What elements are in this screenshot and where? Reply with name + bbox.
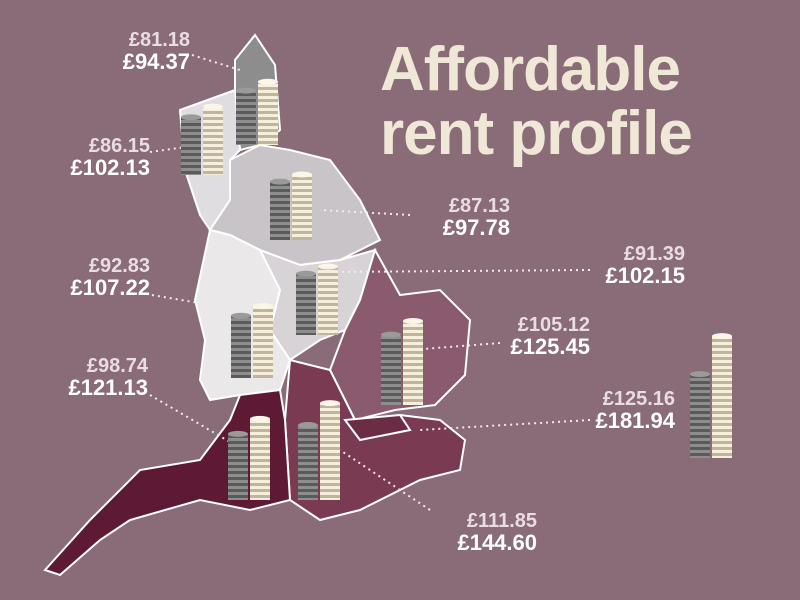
coin-top xyxy=(690,371,710,378)
leader-line xyxy=(329,269,591,273)
region-london xyxy=(343,413,412,442)
coin-top xyxy=(712,333,732,340)
coin-stack xyxy=(381,334,401,405)
coin-top xyxy=(236,87,256,94)
leader-line xyxy=(419,419,591,431)
value-label: £87.13 xyxy=(449,195,510,217)
coin-stack xyxy=(298,425,318,500)
value-label: £102.15 xyxy=(605,263,685,288)
coin-stack xyxy=(690,374,710,458)
value-label: £94.37 xyxy=(123,49,190,74)
value-label: £181.94 xyxy=(595,408,675,433)
coin-stack xyxy=(258,81,278,145)
value-label: £111.85 xyxy=(467,510,537,532)
leader-line xyxy=(149,394,236,446)
value-label: £105.12 xyxy=(518,314,590,336)
coin-top xyxy=(270,178,290,185)
value-label: £107.22 xyxy=(70,275,150,300)
coin-stack xyxy=(292,174,312,240)
coin-top xyxy=(403,317,423,324)
coin-stack xyxy=(296,273,316,335)
value-label: £125.16 xyxy=(603,388,675,410)
coin-top xyxy=(318,263,338,270)
value-label: £125.45 xyxy=(510,334,590,359)
coin-stack xyxy=(250,418,270,500)
coin-stack xyxy=(318,266,338,335)
coin-top xyxy=(320,400,340,407)
coin-top xyxy=(292,171,312,178)
coin-stack xyxy=(181,117,201,175)
coin-top xyxy=(381,331,401,338)
value-label: £86.15 xyxy=(89,135,150,157)
value-label: £98.74 xyxy=(87,355,149,377)
value-labels: £81.18£94.37 £86.15£102.13 £87.13£97.78 £91… xyxy=(68,29,685,555)
coin-top xyxy=(203,103,223,110)
coin-stack xyxy=(270,181,290,240)
coin-stack xyxy=(231,315,251,378)
leader-line xyxy=(339,449,431,511)
coin-stack xyxy=(403,320,423,405)
coin-top xyxy=(253,303,273,310)
coin-stack xyxy=(320,403,340,500)
coin-stacks xyxy=(181,78,732,500)
coin-stack xyxy=(228,433,248,500)
coin-top xyxy=(228,430,248,437)
value-label: £102.13 xyxy=(70,155,150,180)
value-label: £121.13 xyxy=(68,375,148,400)
value-label: £97.78 xyxy=(443,215,510,240)
value-label: £81.18 xyxy=(129,29,190,51)
coin-stack xyxy=(712,336,732,458)
value-label: £144.60 xyxy=(457,530,537,555)
coin-top xyxy=(258,78,278,85)
coin-top xyxy=(231,312,251,319)
leader-line xyxy=(191,54,241,71)
value-label: £91.39 xyxy=(624,243,685,265)
coin-top xyxy=(250,415,270,422)
coin-top xyxy=(298,422,318,429)
coin-stack xyxy=(203,106,223,175)
coin-stack xyxy=(236,90,256,145)
value-label: £92.83 xyxy=(89,255,150,277)
title: Affordable rent profile xyxy=(380,35,693,168)
coin-top xyxy=(181,114,201,121)
coin-top xyxy=(296,270,316,277)
coin-stack xyxy=(253,306,273,378)
